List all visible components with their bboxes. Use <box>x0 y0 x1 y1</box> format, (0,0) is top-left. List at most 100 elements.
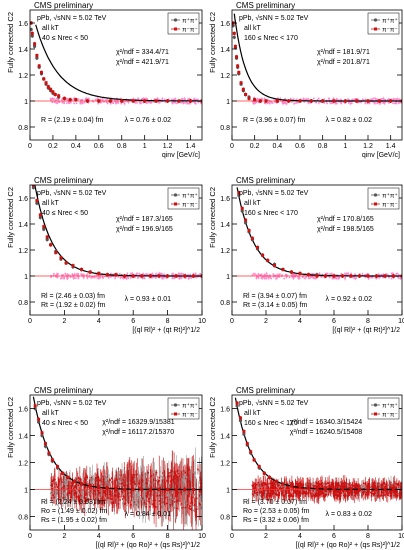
noise-point <box>364 276 367 278</box>
y-tick-label: 1.6 <box>220 21 230 28</box>
noise-point <box>185 477 187 480</box>
noise-point <box>400 484 402 487</box>
noise-point <box>56 102 59 104</box>
noise-point <box>102 499 104 502</box>
noise-point <box>271 102 274 104</box>
data-point-neg <box>309 99 313 103</box>
x-tick-label: 10 <box>198 533 206 540</box>
noise-point <box>172 99 175 101</box>
noise-point <box>96 99 98 102</box>
lambda-label: λ = 0.82 ± 0.02 <box>326 117 373 124</box>
noise-point <box>397 276 399 278</box>
noise-point <box>77 98 80 101</box>
noise-point <box>66 484 69 487</box>
noise-point <box>82 478 85 480</box>
noise-point <box>351 102 353 105</box>
noise-point <box>149 476 152 478</box>
noise-point <box>86 273 89 275</box>
data-point-neg <box>49 243 53 247</box>
noise-point <box>121 491 124 493</box>
noise-point <box>158 98 160 101</box>
noise-point <box>168 506 171 509</box>
noise-point <box>134 501 136 504</box>
data-point-neg <box>244 218 248 222</box>
noise-point <box>145 472 148 475</box>
noise-point <box>272 493 275 496</box>
multiplicity-label: 40 ≤ Nrec < 50 <box>42 35 88 42</box>
noise-point <box>84 486 86 488</box>
data-point-pos <box>30 34 34 38</box>
noise-point <box>83 477 86 480</box>
y-tick-label: 1.6 <box>220 196 230 203</box>
noise-point <box>391 272 393 275</box>
noise-point <box>332 102 334 104</box>
chi2-label: χ²/ndf = 196.9/165 <box>116 226 173 233</box>
noise-point <box>284 97 286 100</box>
noise-point <box>185 502 188 505</box>
noise-point <box>194 500 197 502</box>
noise-point <box>88 487 91 489</box>
noise-point <box>77 484 79 487</box>
noise-point <box>132 476 134 479</box>
noise-point <box>106 499 109 501</box>
noise-point <box>179 487 181 490</box>
noise-point <box>176 492 178 494</box>
noise-point <box>104 490 107 492</box>
noise-point <box>260 273 263 276</box>
noise-point <box>303 100 305 103</box>
noise-point <box>109 479 111 481</box>
noise-point <box>90 476 93 479</box>
noise-point <box>279 97 282 100</box>
noise-point <box>110 275 113 278</box>
noise-point <box>307 482 309 484</box>
noise-point <box>147 492 149 494</box>
x-tick-label: 10 <box>398 318 404 325</box>
noise-point <box>160 496 163 498</box>
noise-point <box>108 481 111 484</box>
noise-point <box>186 102 189 105</box>
noise-point <box>57 486 60 489</box>
noise-point <box>181 507 183 509</box>
data-point-neg <box>56 465 60 469</box>
noise-point <box>161 97 164 100</box>
noise-point <box>52 479 55 481</box>
noise-point <box>195 497 198 500</box>
x-tick-label: 1 <box>143 143 147 150</box>
noise-point <box>173 501 175 503</box>
noise-point <box>84 494 87 496</box>
data-point-neg <box>157 274 161 278</box>
noise-point <box>388 98 390 100</box>
noise-point <box>77 496 79 499</box>
noise-point <box>139 503 141 505</box>
noise-point <box>79 499 81 501</box>
data-point-neg <box>244 93 248 96</box>
noise-point <box>318 97 320 100</box>
noise-point <box>192 496 194 499</box>
noise-point <box>297 276 299 278</box>
noise-point <box>275 277 277 280</box>
noise-point <box>142 479 144 482</box>
noise-point <box>100 492 102 495</box>
noise-point <box>304 277 306 280</box>
noise-point <box>112 273 115 276</box>
noise-point <box>72 492 74 494</box>
data-point-neg <box>389 99 393 103</box>
noise-point <box>73 274 76 277</box>
noise-point <box>255 101 258 104</box>
noise-point <box>168 475 170 477</box>
noise-point <box>318 492 321 495</box>
cms-header: CMS preliminary <box>236 176 295 185</box>
noise-point <box>136 101 138 104</box>
noise-point <box>106 493 108 496</box>
noise-point <box>320 101 322 103</box>
noise-point <box>81 99 84 101</box>
x-tick-label: 8 <box>166 318 170 325</box>
noise-point <box>96 478 98 480</box>
noise-point <box>143 277 146 280</box>
noise-point <box>384 99 387 101</box>
data-point-neg <box>73 479 77 483</box>
noise-point <box>50 492 52 494</box>
noise-point <box>119 276 122 279</box>
legend-entry: π⁻π⁻ <box>182 27 198 34</box>
noise-point <box>295 102 297 104</box>
